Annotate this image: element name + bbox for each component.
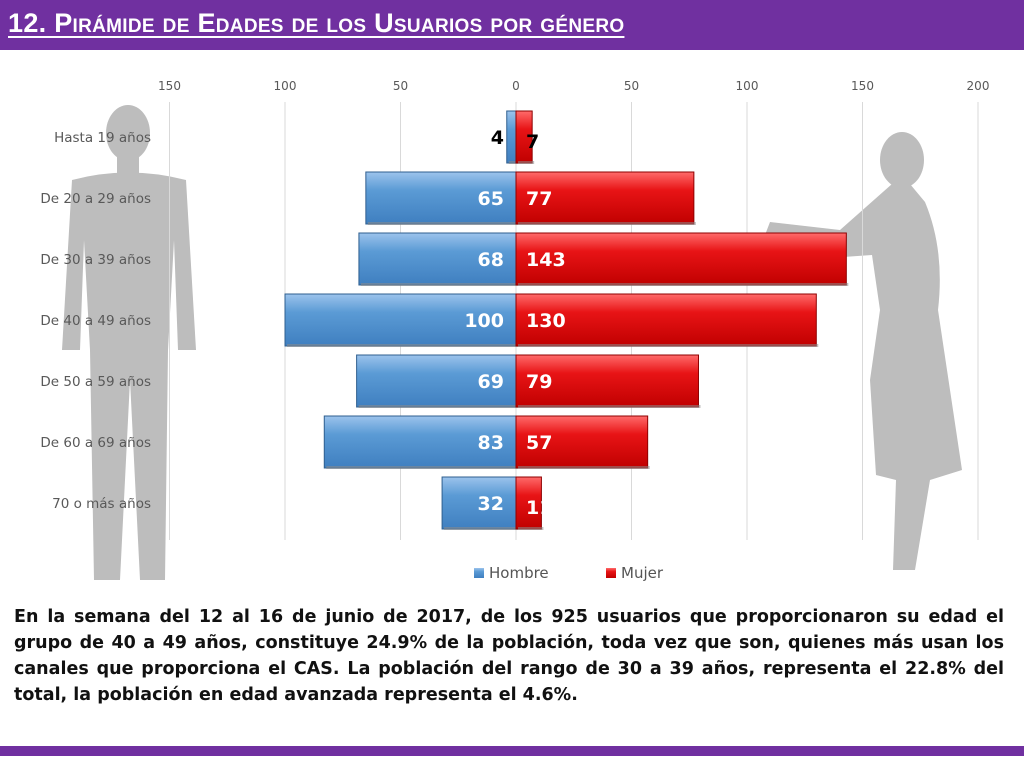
x-tick-label: 50: [393, 79, 408, 93]
bottom-bar: [0, 746, 1024, 756]
category-label: De 40 a 49 años: [40, 313, 151, 329]
category-labels: Hasta 19 años De 20 a 29 años De 30 a 39 a…: [40, 130, 151, 512]
bar-hombre-shadow: [358, 405, 518, 408]
bar-mujer-shadow: [518, 466, 650, 469]
bar-mujer-shadow: [518, 527, 544, 530]
x-axis-ticks: 150 100 50 0 50 100 150 200: [158, 79, 989, 93]
x-tick-label: 150: [158, 79, 181, 93]
chart-bars: [284, 110, 849, 530]
bar-mujer-shadow: [518, 283, 849, 286]
bar-hombre-shadow: [367, 222, 518, 225]
data-label-mujer: 143: [526, 249, 566, 271]
bar-hombre-shadow: [326, 466, 518, 469]
data-label-hombre: 83: [478, 432, 504, 454]
description-text: En la semana del 12 al 16 de junio de 20…: [14, 607, 1004, 705]
category-label: De 30 a 39 años: [40, 252, 151, 268]
bar-hombre: [365, 171, 517, 225]
woman-silhouette-icon: [765, 132, 962, 570]
legend-swatch-hombre: [474, 568, 484, 578]
bar-mujer: [515, 293, 817, 347]
population-pyramid-chart: 150 100 50 0 50 100 150 200 Hasta 19 años De 20 …: [40, 79, 989, 582]
x-tick-label: 100: [736, 79, 759, 93]
bar-mujer-shadow: [518, 405, 701, 408]
x-tick-label: 0: [512, 79, 520, 93]
data-label-hombre: 4: [491, 127, 504, 149]
data-label-mujer: 7: [526, 131, 539, 153]
bar-hombre-shadow: [287, 344, 518, 347]
category-label: De 60 a 69 años: [40, 435, 151, 451]
category-label: Hasta 19 años: [54, 130, 151, 146]
bar-mujer: [515, 415, 649, 469]
category-label: De 50 a 59 años: [40, 374, 151, 390]
bar-mujer: [515, 171, 695, 225]
data-labels: 4 7 65 77 68 143 100 130 69 79 83 57 32 11: [464, 127, 565, 519]
data-label-hombre: 68: [478, 249, 504, 271]
x-tick-label: 100: [274, 79, 297, 93]
data-label-mujer: 130: [526, 310, 566, 332]
bar-hombre-shadow: [360, 283, 518, 286]
man-silhouette-icon: [62, 105, 196, 580]
category-label: 70 o más años: [52, 496, 151, 512]
legend-label-mujer: Mujer: [621, 564, 664, 582]
bar-mujer: [515, 354, 699, 408]
data-label-mujer: 57: [526, 432, 552, 454]
bar-mujer-shadow: [518, 222, 696, 225]
category-label: De 20 a 29 años: [40, 191, 151, 207]
data-label-hombre: 69: [478, 371, 504, 393]
x-tick-label: 150: [851, 79, 874, 93]
x-tick-label: 200: [967, 79, 990, 93]
data-label-hombre: 32: [478, 493, 504, 515]
page-title: 12. Pirámide de Edades de los Usuarios p…: [8, 8, 625, 38]
x-tick-label: 50: [624, 79, 639, 93]
bar-hombre-shadow: [508, 161, 518, 164]
bar-hombre: [441, 476, 517, 530]
data-label-hombre: 65: [478, 188, 504, 210]
bar-mujer-shadow: [518, 344, 819, 347]
data-label-mujer: 11: [526, 497, 552, 519]
legend-label-hombre: Hombre: [489, 564, 549, 582]
bar-hombre: [506, 110, 517, 164]
bar-hombre: [358, 232, 517, 286]
title-bar: 12. Pirámide de Edades de los Usuarios p…: [0, 0, 1024, 50]
bar-hombre-shadow: [444, 527, 518, 530]
data-label-mujer: 77: [526, 188, 552, 210]
legend-swatch-mujer: [606, 568, 616, 578]
data-label-mujer: 79: [526, 371, 552, 393]
data-label-hombre: 100: [464, 310, 504, 332]
bar-mujer-shadow: [518, 161, 535, 164]
chart-legend: Hombre Mujer: [474, 564, 664, 582]
bar-hombre: [323, 415, 517, 469]
